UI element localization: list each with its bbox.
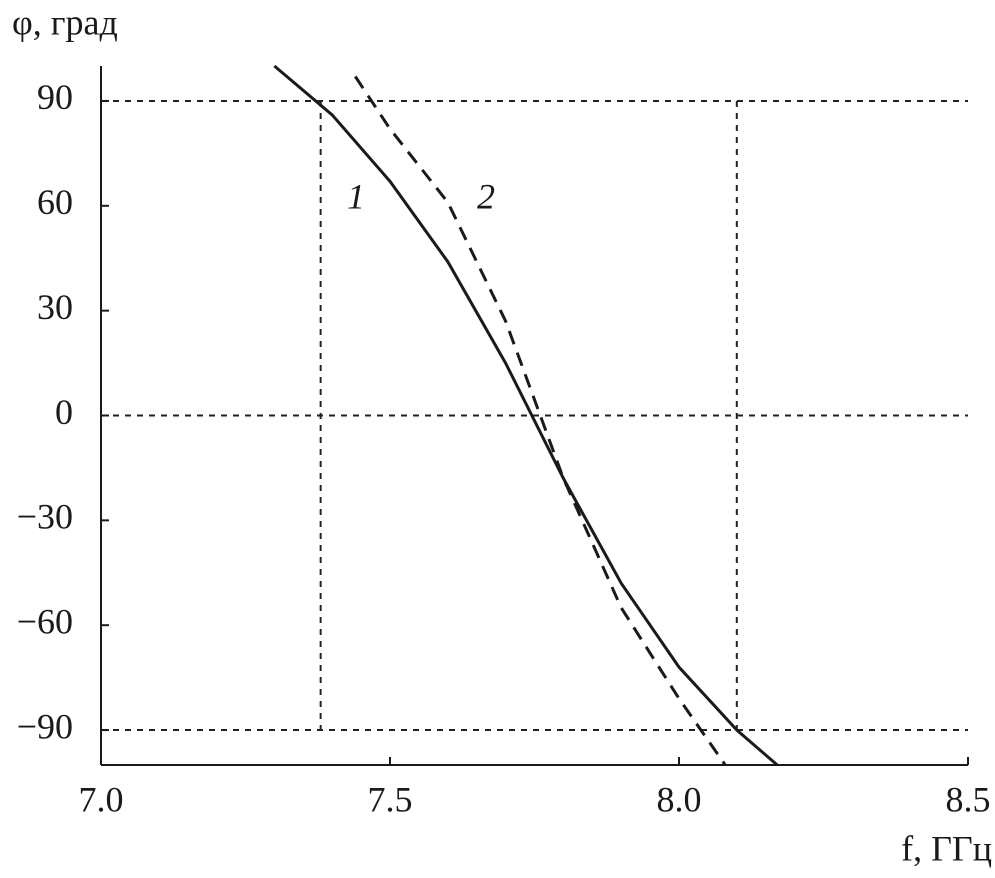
y-tick-label: 0 <box>55 392 73 432</box>
x-tick-label: 8.0 <box>657 779 702 819</box>
x-tick-label: 7.5 <box>368 779 413 819</box>
y-tick-label: 60 <box>37 182 73 222</box>
series-line <box>354 75 727 766</box>
series-label: 2 <box>477 176 495 216</box>
series-label: 1 <box>347 176 365 216</box>
y-tick-label: 30 <box>37 287 73 327</box>
series-line <box>273 64 779 767</box>
x-axis-label: f, ГГц <box>901 828 992 868</box>
x-tick-label: 7.0 <box>79 779 124 819</box>
y-axis-label: φ, град <box>12 2 118 42</box>
y-tick-label: 90 <box>37 77 73 117</box>
y-tick-label: −60 <box>17 601 73 641</box>
x-tick-label: 8.5 <box>946 779 991 819</box>
y-tick-label: −30 <box>17 497 73 537</box>
y-tick-label: −90 <box>17 706 73 746</box>
